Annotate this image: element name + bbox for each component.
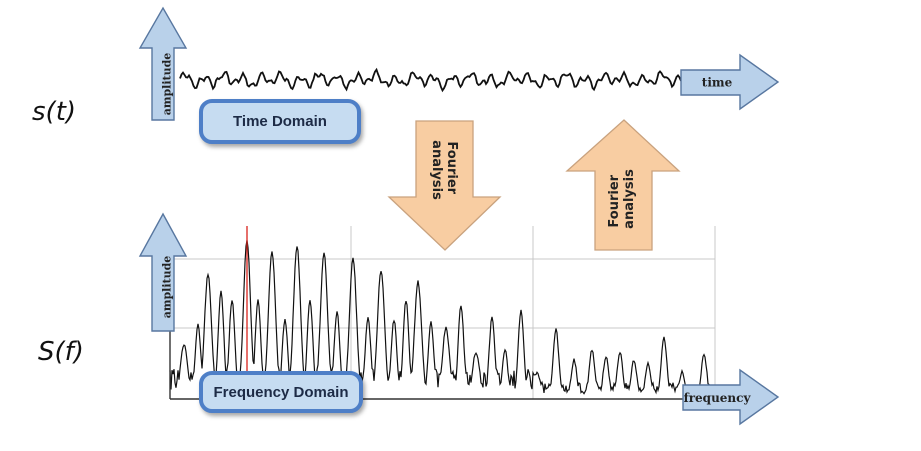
frequency-spectrum-trace	[169, 240, 716, 396]
time-axis-arrow: time	[680, 53, 780, 111]
fourier-up-label: Fourier analysis	[607, 169, 637, 229]
frequency-axis-label: frequency	[684, 391, 752, 405]
time-amplitude-arrow: amplitude	[138, 6, 188, 121]
fourier-up-line-2: analysis	[622, 169, 637, 229]
fourier-down-line-2: analysis	[429, 140, 444, 200]
frequency-signal-label: S(f)	[38, 337, 84, 367]
freq-amplitude-arrow: amplitude	[138, 212, 188, 332]
time-domain-box: Time Domain	[199, 99, 361, 144]
frequency-axis-arrow: frequency	[682, 368, 780, 426]
time-amplitude-label: amplitude	[161, 53, 174, 116]
time-signal-label: s(t)	[32, 97, 77, 127]
fourier-down-line-1: Fourier	[444, 141, 459, 194]
time-axis-label: time	[702, 76, 733, 90]
frequency-domain-label: Frequency Domain	[213, 383, 349, 401]
frequency-domain-box: Frequency Domain	[199, 371, 363, 413]
time-signal-waveform	[179, 67, 682, 93]
fourier-down-label: Fourier analysis	[429, 140, 459, 200]
time-domain-label: Time Domain	[233, 113, 327, 130]
fourier-down-arrow: Fourier analysis	[387, 120, 502, 251]
fourier-up-arrow: Fourier analysis	[565, 119, 681, 251]
fourier-up-line-1: Fourier	[607, 174, 622, 227]
freq-amplitude-label: amplitude	[161, 256, 174, 319]
